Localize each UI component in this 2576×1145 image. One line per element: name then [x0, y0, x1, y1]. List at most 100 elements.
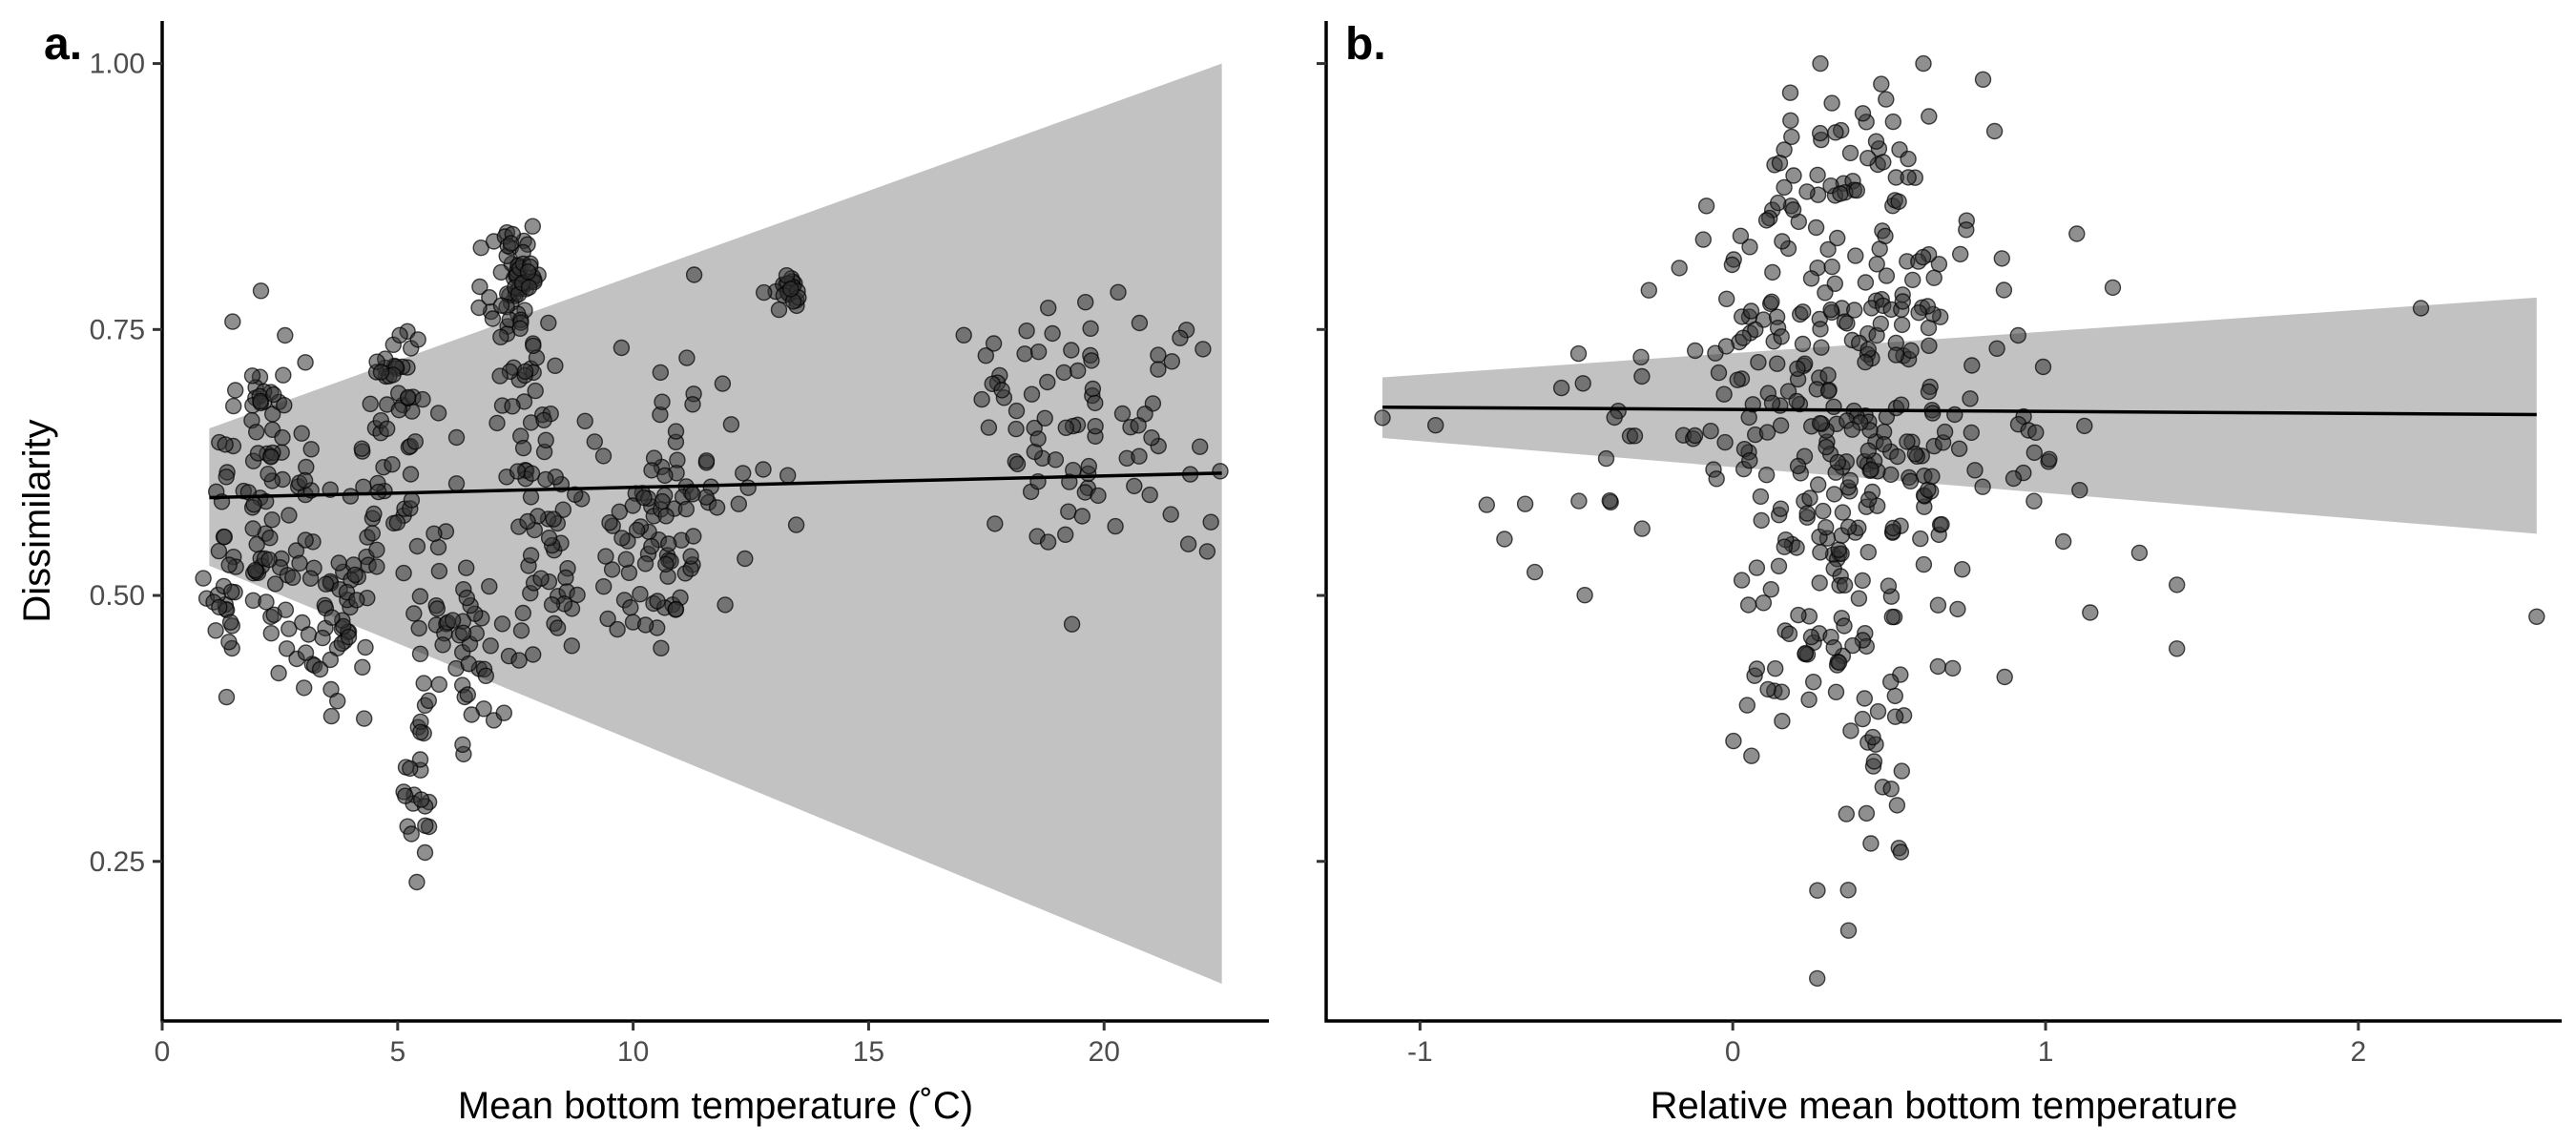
- panel-a-point-373: [504, 398, 521, 415]
- panel-a-point-399: [525, 337, 542, 355]
- panel-a-point-536: [756, 283, 773, 302]
- panel-a-point-615: [1039, 373, 1056, 391]
- panel-a-point-14: [218, 468, 235, 486]
- panel-b-point-385: [1920, 319, 1938, 337]
- panel-a-point-102: [284, 569, 301, 586]
- panel-a-point-94: [248, 535, 265, 553]
- panel-a-point-239: [447, 475, 466, 492]
- panel-b-point-97: [1812, 321, 1829, 338]
- panel-b-point-318: [1882, 781, 1900, 798]
- panel-b-point-125: [1758, 424, 1776, 441]
- panel-a-point-552: [1008, 402, 1026, 420]
- panel-a-point-612: [1107, 517, 1124, 535]
- panel-a-point-249: [447, 428, 466, 447]
- panel-a-point-416: [491, 367, 509, 385]
- panel-a-point-154: [317, 575, 335, 593]
- panel-b-point-415: [2027, 424, 2045, 441]
- panel-b-point-331: [1776, 538, 1794, 555]
- panel-b-point-433: [1974, 71, 1992, 89]
- panel-a-point-76: [278, 640, 296, 657]
- panel-b-point-409: [1576, 587, 1593, 604]
- panel-a-point-546: [977, 347, 995, 364]
- panel-a-point-119: [296, 679, 313, 697]
- panel-b-point-335: [1686, 342, 1704, 360]
- panel-b-point-345: [1710, 364, 1728, 382]
- panel-a-point-521: [697, 452, 716, 469]
- panel-a-point-606: [1080, 457, 1098, 475]
- panel-a-point-342: [484, 310, 502, 327]
- panel-a-point-111: [301, 570, 320, 587]
- panel-a-point-245: [402, 760, 419, 778]
- panel-a-point-57: [274, 428, 291, 447]
- panel-a-point-510: [735, 465, 752, 482]
- panel-a-point-242: [430, 562, 448, 580]
- panel-a-x-tick-label-2: 10: [617, 1036, 649, 1068]
- panel-b-point-418: [2009, 326, 2027, 344]
- panel-a-point-446: [652, 364, 669, 382]
- panel-a-point-316: [492, 263, 509, 281]
- panel-a-point-67: [252, 392, 269, 410]
- panel-a-point-1: [207, 622, 224, 639]
- panel-a-point-257: [420, 692, 437, 709]
- panel-a-point-279: [482, 637, 499, 655]
- panel-a-point-517: [685, 266, 703, 283]
- panel-a-point-268: [411, 588, 429, 605]
- panel-b-point-222: [1809, 476, 1827, 493]
- panel-b-point-179: [1843, 421, 1861, 438]
- panel-b-point-399: [1570, 492, 1588, 510]
- panel-a-point-124: [311, 660, 329, 678]
- panel-a-point-293: [493, 615, 511, 633]
- panel-a-point-286: [477, 667, 494, 684]
- panel-b-point-411: [2041, 450, 2058, 468]
- panel-a: 0 5 10 15 20 0.25 0.50 0.75 1.00 Mean bottom te…: [16, 19, 1269, 1127]
- panel-a-point-414: [519, 512, 536, 531]
- panel-b-point-1: [1819, 240, 1837, 259]
- panel-a-point-513: [714, 375, 732, 392]
- panel-b-point-388: [1910, 304, 1927, 322]
- panel-a-point-486: [636, 555, 654, 572]
- panel-b-point-358: [1836, 617, 1853, 635]
- panel-b-point-343: [1640, 281, 1658, 299]
- panel-a-point-490: [643, 537, 660, 555]
- panel-b-point-291: [1844, 636, 1861, 655]
- panel-a-point-93: [246, 561, 264, 579]
- panel-b-point-377: [1995, 281, 2013, 299]
- panel-b-point-359: [1702, 423, 1719, 440]
- panel-b-point-117: [1825, 398, 1842, 415]
- panel-a-point-223: [416, 843, 434, 862]
- panel-b-point-396: [1569, 344, 1588, 363]
- panel-a-point-368: [547, 357, 564, 374]
- panel-a-point-508: [660, 535, 677, 552]
- panel-b-point-166: [1789, 360, 1806, 377]
- panel-a-point-628: [1191, 438, 1209, 455]
- panel-a-point-581: [1073, 508, 1091, 525]
- panel-a-point-518: [717, 596, 734, 614]
- panel-b-point-394: [1868, 256, 1885, 273]
- panel-b-point-338: [1752, 488, 1770, 506]
- panel-a-point-500: [682, 548, 699, 565]
- panel-b-point-257: [1915, 555, 1933, 573]
- panel-a-point-436: [567, 486, 584, 503]
- panel-b-point-277: [1886, 687, 1904, 705]
- panel-a-point-250: [405, 605, 423, 622]
- panel-a-point-364: [522, 489, 540, 506]
- panel-a-point-45: [276, 397, 293, 414]
- panel-a-point-409: [540, 530, 558, 547]
- panel-a-point-107: [302, 441, 320, 458]
- panel-a-point-626: [1202, 513, 1219, 531]
- panel-a-point-431: [597, 548, 614, 565]
- panel-a-x-axis-title: Mean bottom temperature (˚C): [458, 1085, 973, 1127]
- panel-a-label: a.: [44, 19, 82, 70]
- panel-a-point-397: [514, 604, 531, 622]
- panel-a-point-585: [1029, 344, 1048, 361]
- panel-a-point-542: [778, 267, 796, 284]
- panel-b-point-25: [1884, 113, 1902, 131]
- panel-b-point-58: [1802, 270, 1820, 287]
- panel-a-point-576: [1036, 409, 1053, 427]
- panel-a-point-406: [532, 570, 550, 587]
- panel-b-point-325: [1819, 366, 1837, 384]
- panel-b-point-270: [1850, 590, 1868, 607]
- panel-a-point-301: [471, 278, 488, 296]
- panel-b-point-205: [1774, 713, 1791, 730]
- panel-a-point-523: [739, 479, 757, 496]
